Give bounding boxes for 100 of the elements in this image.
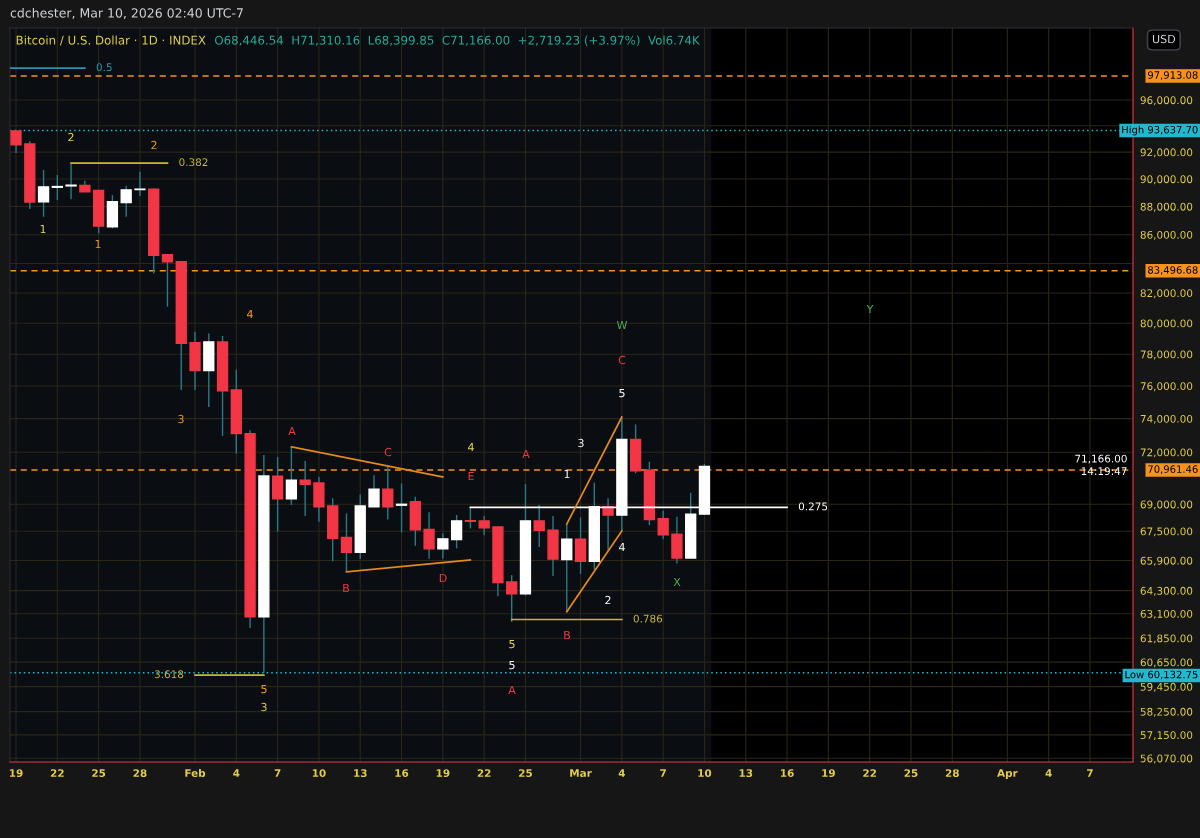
candlestick	[161, 253, 174, 308]
annotation: C	[384, 447, 392, 457]
annotation: 5	[261, 684, 267, 694]
candlestick	[51, 174, 63, 201]
y-tick-label: 57,150.00	[1140, 731, 1193, 741]
annotation: A	[288, 426, 296, 436]
candlestick	[478, 515, 490, 536]
text: O68,446.54 H71,310.16 L68,399.85 C71,166.00 +2,719.23 (+3.97%) Vol6.74K	[214, 35, 700, 47]
annotation: 4	[247, 309, 253, 319]
x-tick-label: 7	[274, 769, 281, 777]
annotation: 71,166.00	[1075, 454, 1127, 464]
annotation: B	[343, 583, 350, 593]
x-tick-label: 22	[50, 769, 64, 777]
y-tick-label: 96,000.00	[1140, 96, 1193, 106]
annotation: X	[673, 577, 681, 587]
y-tick-label: 56,070.00	[1140, 754, 1193, 764]
x-tick-label: 13	[739, 769, 753, 778]
x-tick-label: 28	[945, 769, 959, 778]
y-tick-label: 61,850.00	[1140, 634, 1193, 644]
x-tick-label: 19	[9, 769, 23, 778]
x-tick-label: 22	[477, 769, 491, 777]
annotation: D	[439, 573, 447, 583]
y-tick-label: 82,000.00	[1140, 289, 1193, 299]
annotation: 4	[468, 442, 474, 452]
annotation: A	[522, 449, 530, 459]
candlestick	[271, 456, 284, 533]
series-label: 0.786	[633, 614, 663, 623]
x-tick-label: 13	[354, 769, 367, 778]
text: USD	[1152, 34, 1176, 44]
annotation: 3	[578, 438, 584, 448]
series-label: 0.275	[798, 502, 828, 511]
y-tick-label: 88,000.00	[1140, 202, 1193, 212]
x-tick-label: 16	[780, 769, 794, 778]
candlestick	[65, 162, 77, 200]
series-label: 3.618	[154, 670, 184, 679]
annotation: 1	[40, 224, 46, 234]
annotation: 3	[178, 414, 184, 424]
x-tick-label: 19	[436, 769, 450, 778]
annotation: 2	[68, 132, 74, 142]
candlestick	[340, 512, 353, 573]
annotation: 14:19:47	[1081, 467, 1127, 476]
annotation: 5	[509, 639, 515, 649]
ref-line-label: High 93,637.70	[1122, 125, 1198, 136]
ref-line-label: 70,961.46	[1148, 465, 1198, 474]
annotation: A	[508, 685, 516, 695]
y-tick-label: 64,300.00	[1140, 586, 1193, 596]
candlestick	[450, 514, 463, 550]
y-tick-label: 67,500.00	[1140, 527, 1193, 537]
candlestick	[134, 171, 146, 197]
x-tick-label: Mar	[570, 769, 592, 778]
candlestick	[671, 516, 683, 565]
x-tick-label: 4	[618, 769, 625, 777]
annotation: 1	[95, 239, 101, 249]
ref-line-label: 83,496.68	[1148, 266, 1198, 275]
x-tick-label: 7	[1087, 769, 1093, 777]
x-tick-label: 10	[698, 769, 712, 778]
annotation: E	[468, 471, 474, 481]
x-tick-label: 25	[519, 769, 532, 778]
annotation: 3	[261, 702, 267, 712]
text: Bitcoin / U.S. Dollar · 1D · INDEX	[16, 35, 206, 46]
x-tick-label: 28	[133, 769, 147, 778]
y-tick-label: 65,900.00	[1140, 556, 1193, 566]
y-tick-label: 76,000.00	[1140, 382, 1193, 392]
y-tick-label: 86,000.00	[1140, 230, 1193, 240]
annotation: 2	[151, 140, 157, 150]
y-tick-label: 60,650.00	[1140, 658, 1193, 668]
annotation: C	[618, 355, 626, 365]
y-tick-label: 90,000.00	[1140, 175, 1193, 185]
y-tick-label: 74,000.00	[1140, 414, 1193, 424]
annotation: 5	[509, 660, 515, 670]
candlestick	[382, 466, 394, 521]
x-tick-label: Apr	[997, 769, 1018, 780]
x-tick-label: 16	[395, 769, 409, 778]
candlestick	[37, 169, 50, 218]
y-tick-label: 80,000.00	[1140, 319, 1193, 329]
candlestick	[464, 506, 477, 530]
candlestick	[368, 474, 380, 508]
y-tick-label: 58,250.00	[1140, 707, 1193, 717]
candlestick	[285, 446, 298, 506]
y-tick-label: 78,000.00	[1140, 350, 1193, 360]
candlestick	[437, 532, 449, 560]
candlestick	[561, 523, 573, 613]
series-label: 0.382	[179, 158, 208, 167]
y-tick-label: 72,000.00	[1140, 448, 1193, 458]
annotation: B	[564, 630, 571, 640]
candlestick	[10, 129, 22, 154]
y-tick-label: 92,000.00	[1140, 148, 1193, 158]
candlestick	[395, 482, 408, 534]
candlestick	[120, 185, 132, 218]
ref-line-label: Low 60,132.75	[1125, 670, 1198, 680]
x-tick-label: 25	[904, 769, 918, 778]
x-tick-label: 10	[312, 769, 326, 778]
x-tick-label: 4	[233, 769, 240, 777]
text: cdchester, Mar 10, 2026 02:40 UTC-7	[10, 7, 243, 19]
x-tick-label: Feb	[185, 768, 206, 778]
annotation: 1	[564, 469, 570, 479]
candlestick	[506, 574, 518, 623]
candlestick	[423, 511, 435, 560]
annotation: 4	[619, 542, 625, 552]
y-tick-label: 69,000.00	[1140, 500, 1193, 510]
